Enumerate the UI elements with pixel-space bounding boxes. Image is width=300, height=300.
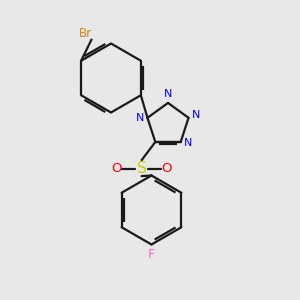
Text: N: N [164, 89, 172, 99]
Text: O: O [112, 162, 122, 175]
Text: N: N [192, 110, 200, 120]
Text: O: O [161, 162, 172, 175]
Text: Br: Br [78, 27, 92, 40]
Text: F: F [148, 248, 155, 261]
Text: N: N [136, 113, 144, 123]
Text: S: S [137, 161, 146, 176]
Text: N: N [184, 139, 193, 148]
